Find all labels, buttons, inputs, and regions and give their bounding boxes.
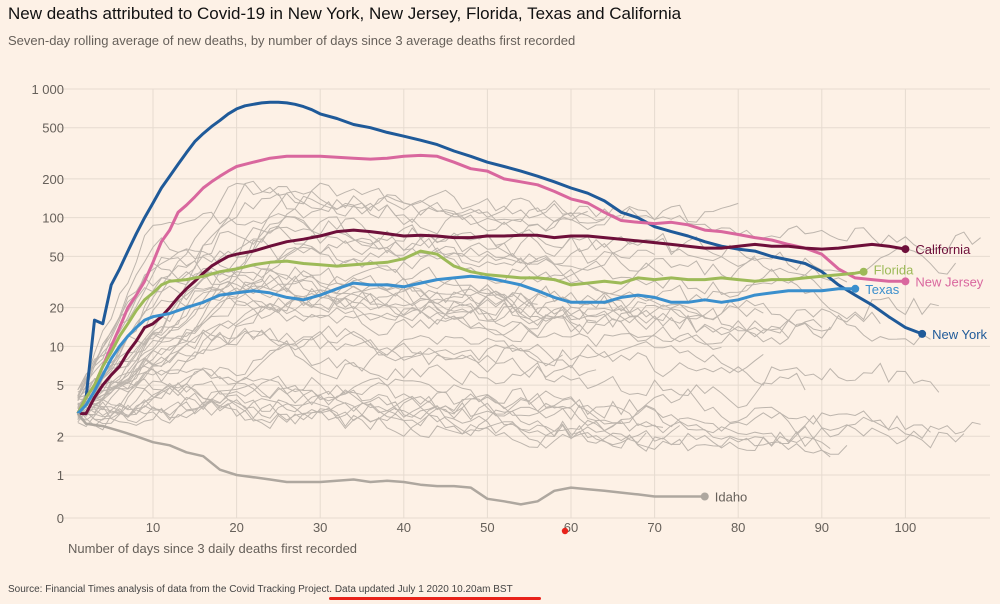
series-label: Texas <box>865 282 899 297</box>
series-label: Idaho <box>715 490 748 505</box>
background-series-line <box>77 275 538 406</box>
x-tick-label: 90 <box>815 520 829 535</box>
x-tick-label: 30 <box>313 520 327 535</box>
y-axis-ticks: 0 1 2 5 10 20 50 100 200 500 1 000 <box>31 82 64 526</box>
series-label: California <box>915 242 971 257</box>
series-line-new-york <box>76 100 923 415</box>
series-end-marker <box>901 277 910 286</box>
background-lines <box>77 180 981 458</box>
x-axis-ticks: 10 20 30 40 50 60 70 80 90 100 <box>146 520 916 535</box>
background-series-line <box>77 292 597 414</box>
y-tick-label: 0 <box>57 511 64 526</box>
series-label: New Jersey <box>915 274 983 289</box>
data-updated-note: Data updated July 1 2020 10.20am BST <box>334 584 513 595</box>
background-series-line <box>77 180 739 399</box>
background-series-line <box>77 278 931 408</box>
series-line-texas <box>76 274 856 415</box>
series-end-marker <box>700 492 709 501</box>
background-series-line <box>77 193 605 409</box>
background-series-line <box>77 303 722 406</box>
y-tick-label: 100 <box>42 211 64 226</box>
series-line-idaho <box>76 412 705 506</box>
background-series-line <box>77 194 981 402</box>
background-series-line <box>77 382 981 445</box>
series-line-new-jersey <box>76 153 906 415</box>
source-note: Source: Financial Times analysis of data… <box>8 584 513 595</box>
background-series-line <box>77 294 580 414</box>
background-series-line <box>77 295 789 408</box>
chart-subtitle: Seven-day rolling average of new deaths,… <box>8 33 576 48</box>
background-series-line <box>77 340 597 417</box>
series-label: Florida <box>874 263 915 278</box>
background-series-line <box>77 330 940 417</box>
x-tick-label: 50 <box>480 520 494 535</box>
x-tick-label: 100 <box>895 520 917 535</box>
x-tick-label: 10 <box>146 520 160 535</box>
background-series-line <box>77 368 931 433</box>
y-tick-label: 1 <box>57 468 64 483</box>
series-label: New York <box>932 327 987 342</box>
background-series-line <box>77 243 831 401</box>
background-series-line <box>77 325 764 417</box>
series-line-florida <box>76 249 864 415</box>
background-series-line <box>77 292 705 419</box>
y-tick-label: 50 <box>50 249 64 264</box>
background-series-line <box>77 257 647 401</box>
y-tick-label: 200 <box>42 172 64 187</box>
x-axis-label: Number of days since 3 daily deaths firs… <box>68 541 357 556</box>
background-series-line <box>77 226 848 415</box>
background-series-line <box>77 385 664 428</box>
source-prefix: Source: Financial Times analysis of data… <box>8 584 333 595</box>
background-series-line <box>77 240 538 413</box>
background-series-line <box>77 342 806 421</box>
x-tick-label: 80 <box>731 520 745 535</box>
background-series-line <box>77 401 831 458</box>
y-tick-label: 10 <box>50 339 64 354</box>
x-tick-label: 70 <box>647 520 661 535</box>
series-end-marker <box>859 267 868 276</box>
y-tick-label: 5 <box>57 378 64 393</box>
series-line-california <box>77 228 906 416</box>
background-series-line <box>77 394 831 450</box>
chart-title: New deaths attributed to Covid-19 in New… <box>8 4 682 23</box>
x-tick-label: 20 <box>229 520 243 535</box>
background-series-line <box>77 396 848 455</box>
grid <box>60 88 990 519</box>
series-end-marker <box>851 284 860 293</box>
series-end-marker <box>918 329 927 338</box>
background-series-line <box>77 383 965 449</box>
highlight-marker <box>561 527 569 535</box>
highlighted-series <box>76 100 923 506</box>
y-tick-label: 2 <box>57 429 64 444</box>
background-series-line <box>77 285 823 399</box>
background-series-line <box>77 237 664 391</box>
background-series-line <box>77 281 831 397</box>
y-tick-label: 500 <box>42 121 64 136</box>
background-series-line <box>77 215 956 398</box>
y-tick-label: 1 000 <box>31 82 64 97</box>
y-tick-label: 20 <box>50 301 64 316</box>
background-series-line <box>77 399 680 452</box>
background-series-line <box>77 327 563 408</box>
x-tick-label: 40 <box>397 520 411 535</box>
series-end-marker <box>901 245 910 254</box>
